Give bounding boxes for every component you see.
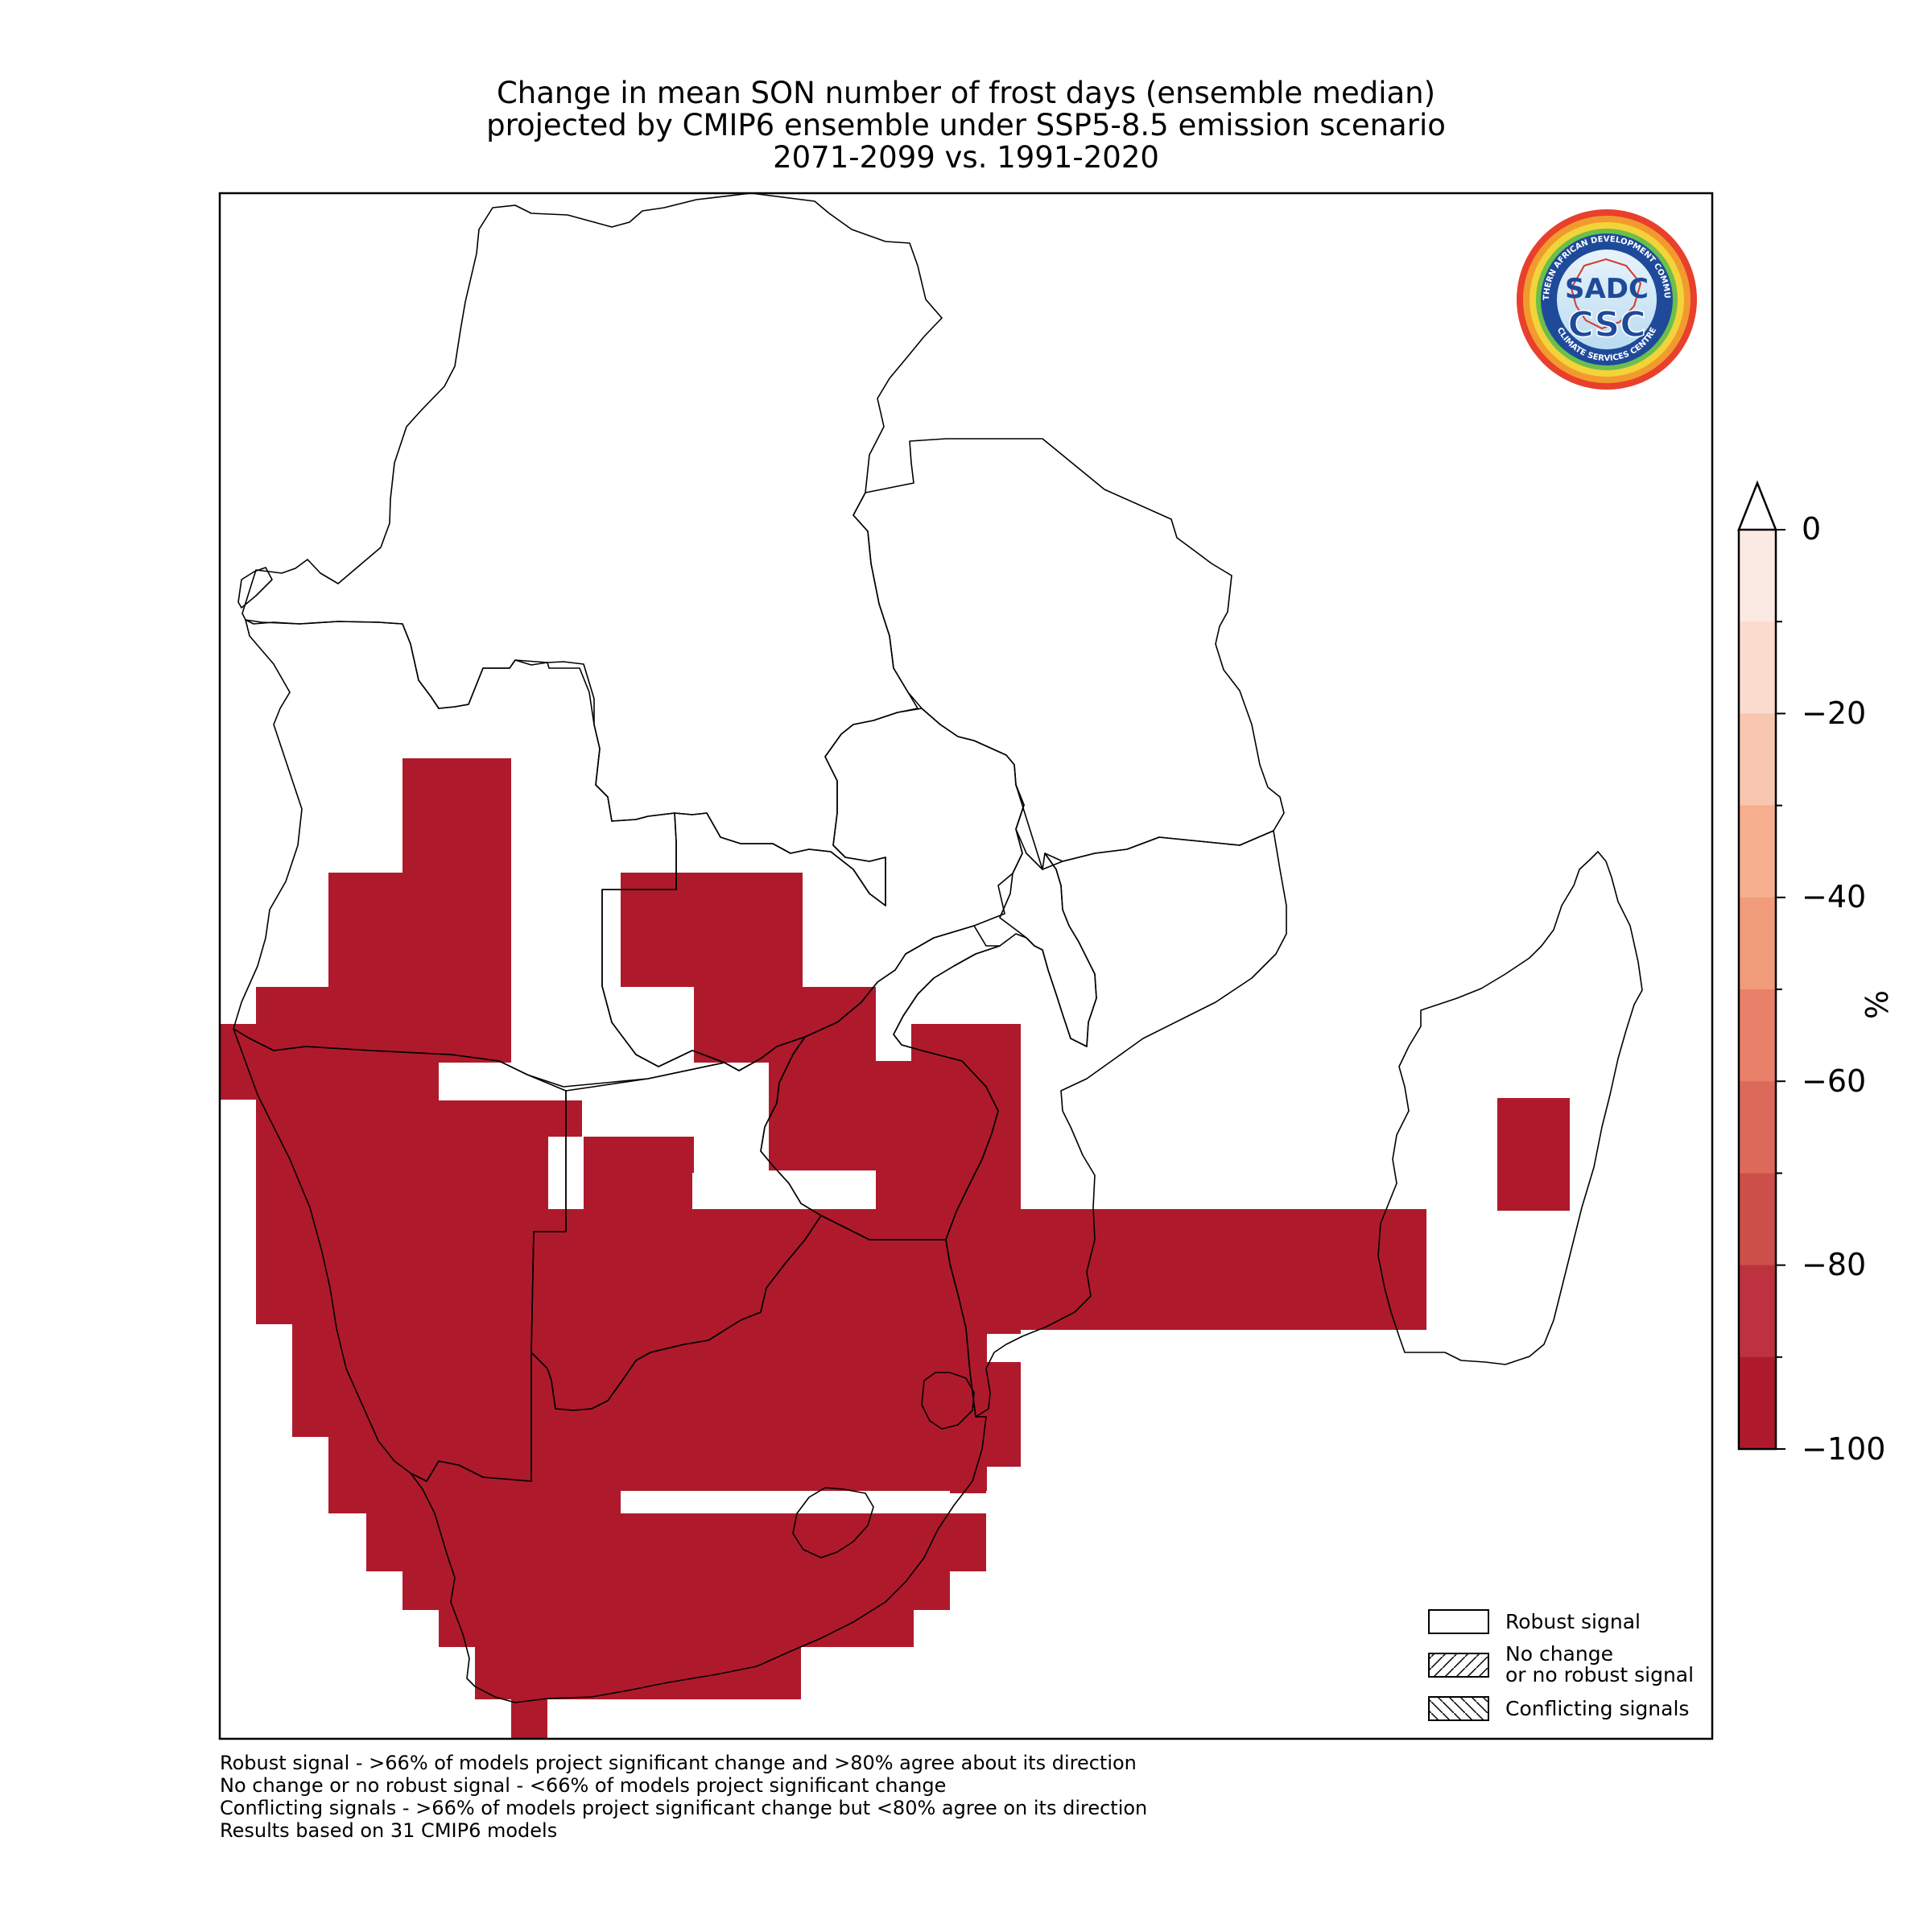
logo-center-text: SADC xyxy=(1565,273,1649,305)
robust-change-cell xyxy=(402,1571,950,1610)
robust-change-cell xyxy=(876,1245,986,1330)
colorbar-tick-label: 0 xyxy=(1802,511,1822,547)
robust-change-cell xyxy=(621,1330,987,1491)
legend-label-conflicting: Conflicting signals xyxy=(1505,1697,1690,1720)
colorbar xyxy=(1739,529,1785,1450)
colorbar-tick-label: −80 xyxy=(1802,1247,1867,1282)
chart-title: Change in mean SON number of frost days … xyxy=(0,77,1932,174)
title-line-3: 2071-2099 vs. 1991-2020 xyxy=(773,140,1159,175)
robust-change-cell xyxy=(1497,1098,1570,1211)
logo-bottom-text: CSC xyxy=(1567,304,1645,345)
colorbar-segment xyxy=(1739,1173,1776,1266)
robust-change-cell xyxy=(475,1647,801,1699)
south-africa-border xyxy=(410,1215,987,1703)
robust-change-cell xyxy=(439,1610,914,1647)
colorbar-segment xyxy=(1739,805,1776,898)
madagascar-border xyxy=(1377,851,1643,1365)
colorbar-segment xyxy=(1739,1356,1776,1450)
colorbar-segment xyxy=(1739,897,1776,990)
legend-label-nochange-1: No change xyxy=(1505,1642,1613,1666)
legend-box-robust xyxy=(1428,1609,1489,1634)
robust-change-cell xyxy=(986,1024,1021,1286)
colorbar-tick-label: −20 xyxy=(1802,696,1867,731)
robust-change-cell xyxy=(402,758,511,873)
robust-change-cell xyxy=(584,1137,696,1173)
robust-change-cell xyxy=(511,1699,547,1739)
robust-change-cell xyxy=(256,1063,439,1209)
no-signal-cell xyxy=(582,1100,731,1137)
cabinda-border xyxy=(237,567,273,609)
legend-label-nochange-2: or no robust signal xyxy=(1505,1663,1695,1686)
colorbar-segment xyxy=(1739,989,1776,1082)
lesotho-border xyxy=(792,1487,874,1558)
robust-change-cell xyxy=(292,1324,621,1437)
eswatini-border xyxy=(921,1372,975,1430)
logo-ring-top-path: SOUTHERN AFRICAN DEVELOPMENT COMMUNITY xyxy=(0,0,1671,300)
colorbar-segment xyxy=(1739,621,1776,714)
robust-change-cell xyxy=(366,1513,986,1571)
country-borders xyxy=(233,193,1643,1703)
malawi-border xyxy=(999,784,1097,1047)
map-frame xyxy=(218,192,1714,1740)
colorbar-tick-label: −40 xyxy=(1802,879,1867,914)
sadc-csc-logo: SADC CSC SOUTHERN AFRICAN DEVELOPMENT CO… xyxy=(0,0,1697,390)
robust-change-cell xyxy=(986,1362,1021,1467)
no-signal-cell xyxy=(439,1063,511,1100)
footnotes: Robust signal - >66% of models project s… xyxy=(220,1752,1147,1842)
colorbar-segment xyxy=(1739,530,1776,622)
footnote-robust: Robust signal - >66% of models project s… xyxy=(220,1752,1137,1774)
footnote-models: Results based on 31 CMIP6 models xyxy=(220,1819,558,1842)
colorbar-segment xyxy=(1739,713,1776,807)
no-signal-cell xyxy=(876,987,911,1061)
title-line-1: Change in mean SON number of frost days … xyxy=(496,76,1436,110)
robust-change-cell xyxy=(621,873,803,987)
legend-label-robust: Robust signal xyxy=(1505,1610,1641,1633)
no-signal-cell xyxy=(694,1137,730,1177)
colorbar-tick-label: −100 xyxy=(1802,1431,1886,1467)
colorbar-segment xyxy=(1739,1265,1776,1358)
legend-box-nochange xyxy=(1428,1653,1489,1678)
colorbar-outline xyxy=(1737,530,1777,1451)
robust-change-cell xyxy=(328,1437,621,1513)
robust-change-cell xyxy=(256,987,511,1063)
colorbar-unit-label: % xyxy=(1858,990,1893,1020)
title-line-2: projected by CMIP6 ensemble under SSP5-8… xyxy=(486,108,1446,142)
colorbar-segment xyxy=(1739,1081,1776,1174)
colorbar-extend-arrow xyxy=(1737,480,1777,531)
legend-box-conflicting xyxy=(1428,1696,1489,1721)
colorbar-tick-label: −60 xyxy=(1802,1063,1867,1099)
footnote-conflicting: Conflicting signals - >66% of models pro… xyxy=(220,1797,1148,1819)
robust-change-cell xyxy=(328,873,511,987)
footnote-nochange: No change or no robust signal - <66% of … xyxy=(220,1774,947,1797)
logo-ring-top-text: SOUTHERN AFRICAN DEVELOPMENT COMMUNITY xyxy=(0,0,1671,300)
robust-change-cell xyxy=(769,987,876,1170)
drc-border xyxy=(242,193,943,906)
no-signal-cell xyxy=(694,1177,766,1209)
tanzania-border xyxy=(852,438,1285,870)
robust-change-cells xyxy=(220,758,1570,1739)
robust-change-cell xyxy=(220,1024,256,1100)
robust-change-cell xyxy=(584,1173,692,1209)
robust-change-cell xyxy=(439,1100,548,1209)
robust-change-cell xyxy=(256,1209,548,1324)
